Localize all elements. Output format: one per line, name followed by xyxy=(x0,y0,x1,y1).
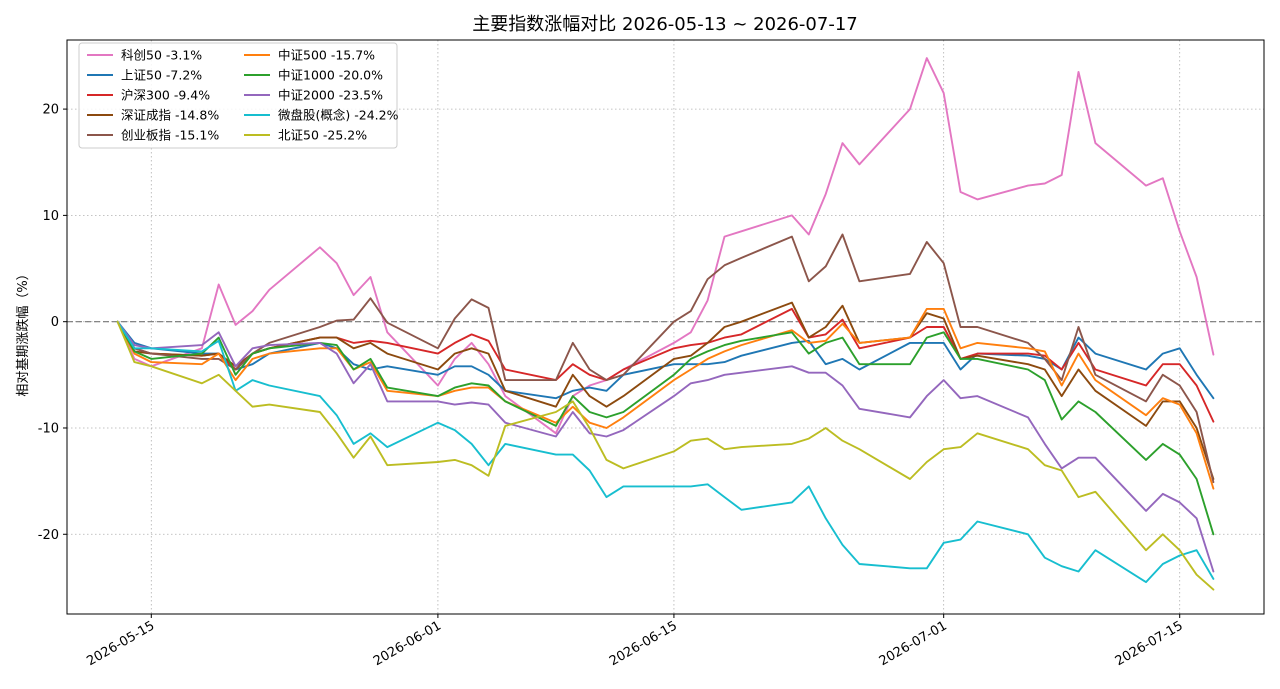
plot-frame xyxy=(66,39,1265,615)
series-line-3 xyxy=(116,301,1215,480)
legend-label: 中证1000 -20.0% xyxy=(278,68,383,83)
y-tick-label: 20 xyxy=(42,103,59,118)
series-line-7 xyxy=(116,320,1215,573)
legend-label: 科创50 -3.1% xyxy=(121,48,202,63)
y-tick-label: -20 xyxy=(38,528,59,543)
series-line-8 xyxy=(116,320,1215,584)
y-axis-label: 相对基期涨跌幅（%） xyxy=(15,267,31,396)
grid-lines xyxy=(67,40,1264,614)
legend-label: 沪深300 -9.4% xyxy=(121,88,210,103)
x-tick-label: 2026-05-15 xyxy=(84,618,157,669)
legend-label: 深证成指 -14.8% xyxy=(121,108,219,123)
series-line-6 xyxy=(116,320,1215,536)
y-tick-label: -10 xyxy=(38,421,59,436)
legend: 科创50 -3.1% 上证50 -7.2% 沪深300 -9.4% 深证成指 -14.… xyxy=(78,42,399,149)
legend-label: 微盘股(概念) -24.2% xyxy=(278,108,399,123)
y-tick-label: 10 xyxy=(42,209,59,224)
y-tick-label: 0 xyxy=(51,315,59,330)
legend-label: 创业板指 -15.1% xyxy=(121,128,219,143)
legend-label: 中证500 -15.7% xyxy=(278,48,375,63)
series-line-4 xyxy=(116,233,1215,484)
x-tick-label: 2026-07-01 xyxy=(877,618,950,669)
series-line-9 xyxy=(116,320,1215,591)
legend-label: 中证2000 -23.5% xyxy=(278,88,383,103)
series-lines xyxy=(116,57,1215,591)
x-tick-label: 2026-07-15 xyxy=(1113,618,1186,669)
legend-box xyxy=(78,42,398,149)
legend-label: 北证50 -25.2% xyxy=(278,128,367,143)
series-line-5 xyxy=(116,307,1215,490)
series-line-0 xyxy=(116,57,1215,435)
chart-title: 主要指数涨幅对比 2026-05-13 ~ 2026-07-17 xyxy=(472,14,857,35)
legend-label: 上证50 -7.2% xyxy=(121,68,202,83)
x-tick-label: 2026-06-01 xyxy=(371,618,444,669)
x-tick-label: 2026-06-15 xyxy=(607,618,680,669)
